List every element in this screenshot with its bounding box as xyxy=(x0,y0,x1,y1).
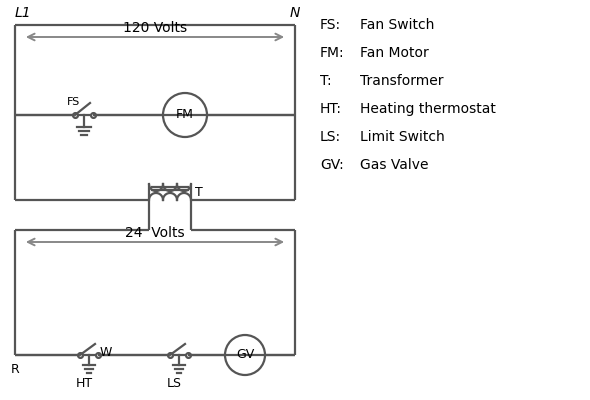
Text: FM: FM xyxy=(176,108,194,122)
Text: 120 Volts: 120 Volts xyxy=(123,21,187,35)
Text: Fan Switch: Fan Switch xyxy=(360,18,434,32)
Text: 24  Volts: 24 Volts xyxy=(125,226,185,240)
Text: T:: T: xyxy=(320,74,332,88)
Text: HT:: HT: xyxy=(320,102,342,116)
Text: N: N xyxy=(290,6,300,20)
Text: Gas Valve: Gas Valve xyxy=(360,158,428,172)
Text: FM:: FM: xyxy=(320,46,345,60)
Text: LS: LS xyxy=(166,377,182,390)
Text: GV: GV xyxy=(236,348,254,362)
Text: Heating thermostat: Heating thermostat xyxy=(360,102,496,116)
Text: L1: L1 xyxy=(15,6,32,20)
Text: FS:: FS: xyxy=(320,18,341,32)
Text: T: T xyxy=(195,186,203,198)
Text: GV:: GV: xyxy=(320,158,344,172)
Text: R: R xyxy=(11,363,19,376)
Text: HT: HT xyxy=(76,377,93,390)
Text: Limit Switch: Limit Switch xyxy=(360,130,445,144)
Text: W: W xyxy=(100,346,112,360)
Text: FS: FS xyxy=(66,97,80,107)
Text: Transformer: Transformer xyxy=(360,74,444,88)
Text: LS:: LS: xyxy=(320,130,341,144)
Text: Fan Motor: Fan Motor xyxy=(360,46,429,60)
